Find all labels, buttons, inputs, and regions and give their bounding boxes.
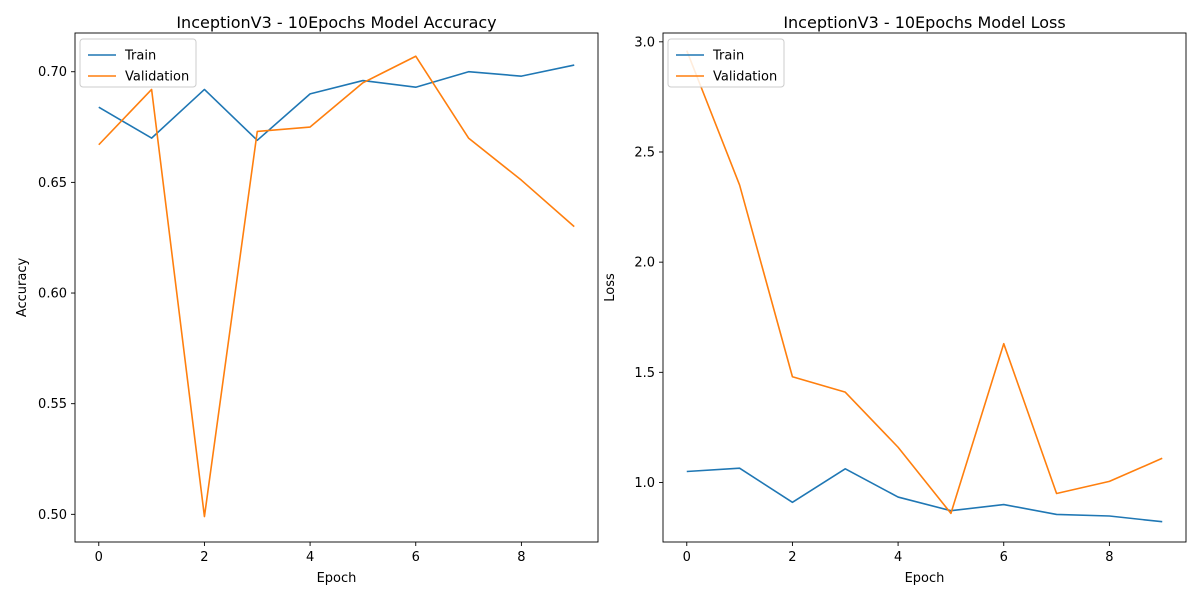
accuracy-validation-line (98, 55, 575, 518)
loss-chart-title: InceptionV3 - 10Epochs Model Loss (783, 13, 1065, 32)
accuracy-x-axis-label: Epoch (317, 571, 357, 586)
accuracy-y-tick-label: 0.70 (38, 65, 67, 80)
accuracy-axes-frame (74, 32, 599, 543)
loss-legend: Train Validation (667, 38, 785, 88)
accuracy-y-axis-label: Accuracy (15, 258, 30, 318)
loss-x-tick-label: 2 (788, 550, 796, 565)
accuracy-x-tick-label: 6 (412, 550, 420, 565)
accuracy-legend-validation-label: Validation (125, 70, 189, 85)
accuracy-legend-box (79, 38, 197, 88)
loss-y-tick-label: 2.5 (634, 145, 655, 160)
accuracy-y-tick-label: 0.55 (38, 397, 67, 412)
loss-y-axis-label: Loss (603, 273, 618, 302)
accuracy-legend-train-label: Train (124, 49, 156, 64)
loss-x-tick-label: 4 (894, 550, 902, 565)
loss-legend-validation-label: Validation (713, 70, 777, 85)
accuracy-y-tick-label: 0.60 (38, 287, 67, 302)
loss-y-tick-label: 1.5 (634, 366, 655, 381)
accuracy-x-tick-label: 0 (95, 550, 103, 565)
accuracy-legend: Train Validation (79, 38, 197, 88)
loss-y-tick-label: 2.0 (634, 256, 655, 271)
loss-y-tick-label: 3.0 (634, 35, 655, 50)
loss-axes-frame (662, 32, 1187, 543)
loss-validation-line (686, 50, 1163, 515)
loss-x-tick-label: 8 (1105, 550, 1113, 565)
loss-legend-train-label: Train (712, 49, 744, 64)
loss-train-line (686, 467, 1163, 523)
loss-chart: 0 2 4 6 8 1.0 1.5 2.0 2.5 3.0 InceptionV3 - 10Epoc… (603, 13, 1187, 586)
loss-x-tick-label: 0 (683, 550, 691, 565)
accuracy-x-tick-label: 2 (200, 550, 208, 565)
accuracy-y-tick-label: 0.65 (38, 176, 67, 191)
accuracy-x-tick-label: 4 (306, 550, 314, 565)
loss-x-axis-label: Epoch (905, 571, 945, 586)
accuracy-train-line (98, 64, 575, 142)
accuracy-x-tick-label: 8 (517, 550, 525, 565)
accuracy-chart-title: InceptionV3 - 10Epochs Model Accuracy (176, 13, 496, 32)
accuracy-chart: 0 2 4 6 8 0.50 0.55 0.60 0.65 0.70 InceptionV3 - 1… (15, 13, 599, 586)
loss-y-tick-label: 1.0 (634, 476, 655, 491)
loss-x-tick-label: 6 (1000, 550, 1008, 565)
loss-legend-box (667, 38, 785, 88)
accuracy-y-tick-label: 0.50 (38, 508, 67, 523)
